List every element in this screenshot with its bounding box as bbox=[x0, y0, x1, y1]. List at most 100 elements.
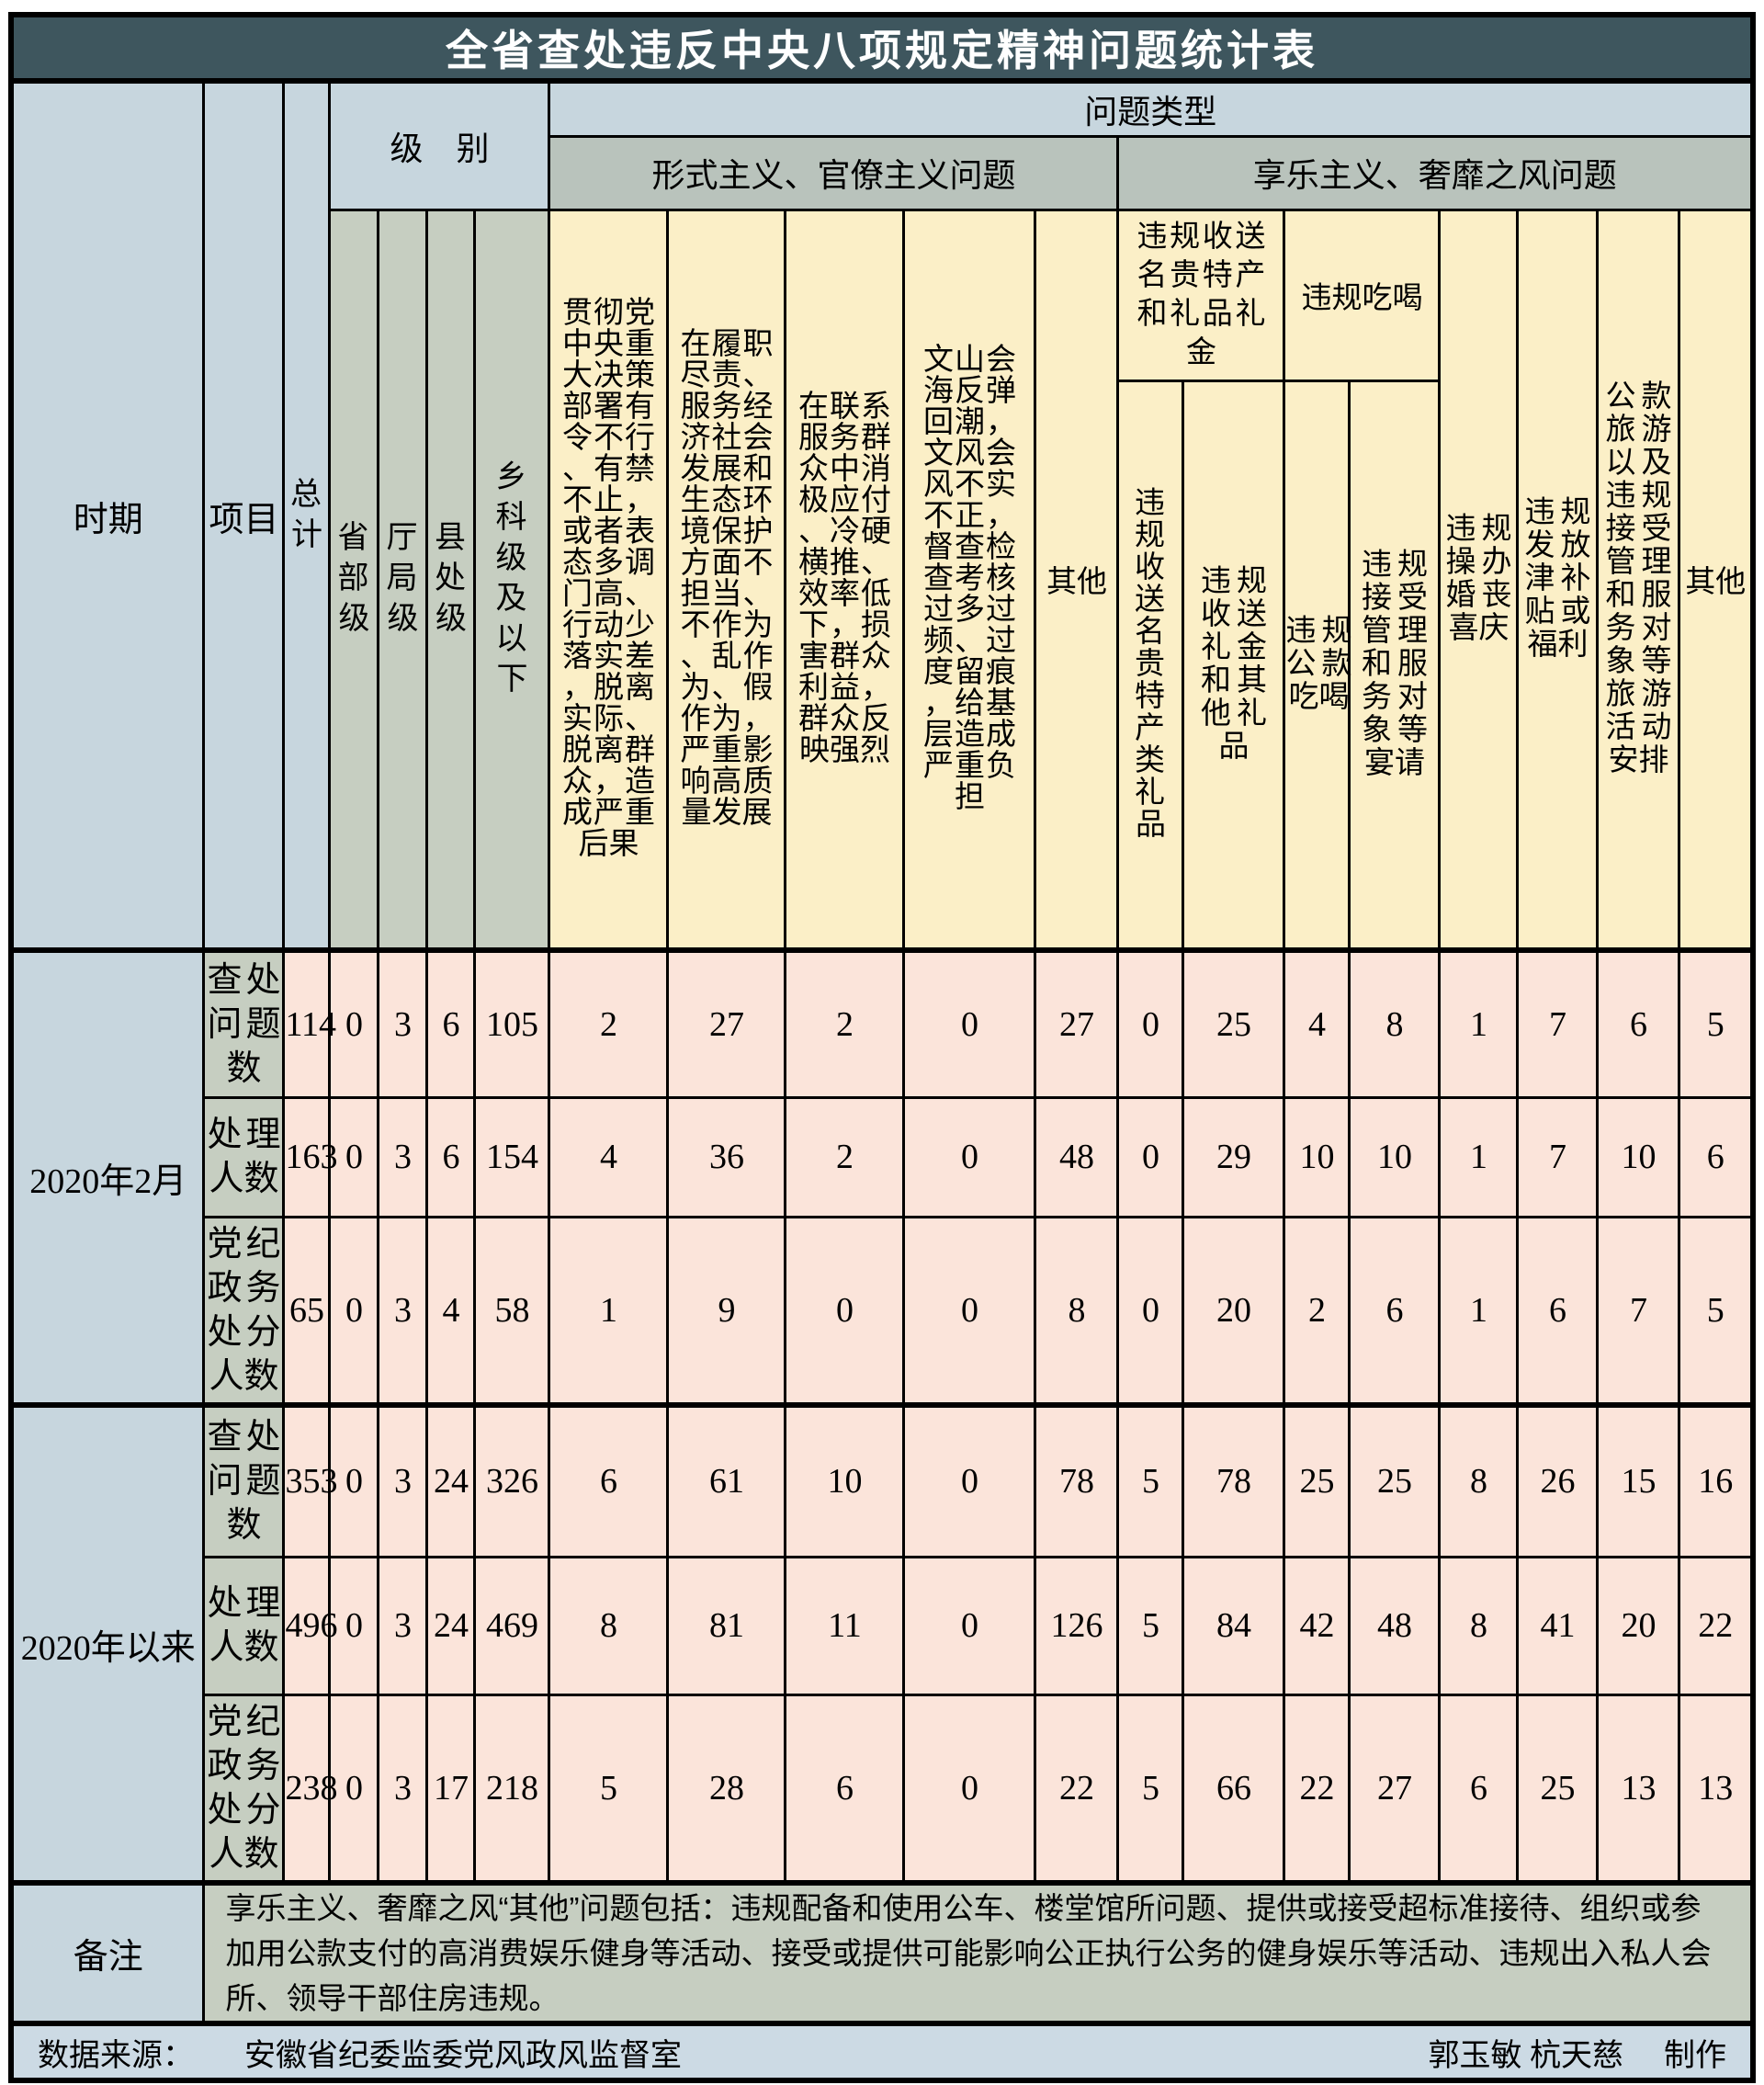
item-label-cell: 处理人数 bbox=[202, 1555, 286, 1696]
footer-band: 数据来源： 安徽省纪委监委党风政风监督室 郭玉敏 杭天慈 制作 bbox=[9, 2021, 1755, 2082]
footer-source-value: 安徽省纪委监委党风政风监督室 bbox=[243, 2038, 682, 2073]
data-cell: 13 bbox=[1596, 1693, 1681, 1885]
footer-source: 数据来源： 安徽省纪委监委党风政风监督室 bbox=[38, 2030, 682, 2075]
data-cell: 8 bbox=[1438, 1402, 1520, 1558]
data-cell: 0 bbox=[1116, 1215, 1185, 1407]
data-cell: 78 bbox=[1034, 1402, 1120, 1558]
footer-credit-names: 郭玉敏 杭天慈 bbox=[1428, 2038, 1624, 2073]
problem-col-header: 违规公款吃喝 bbox=[1283, 379, 1352, 952]
data-cell: 20 bbox=[1596, 1555, 1681, 1696]
data-cell: 0 bbox=[328, 1215, 380, 1407]
item-label-text: 处理人数 bbox=[207, 1584, 281, 1667]
data-cell: 15 bbox=[1596, 1402, 1681, 1558]
data-cell: 8 bbox=[1438, 1555, 1520, 1696]
item-label-cell: 查处问题数 bbox=[202, 1402, 286, 1558]
data-cell: 0 bbox=[328, 1555, 380, 1696]
item-label-text: 党纪政务处分人数 bbox=[207, 1702, 281, 1874]
level-col-header-text: 厅局级 bbox=[386, 521, 419, 637]
data-cell: 7 bbox=[1516, 947, 1600, 1099]
data-cell: 25 bbox=[1516, 1693, 1600, 1885]
problem-col-header-text: 贯彻党中央重大决策部署有令不行、有禁不止，或者表态多调门高、行动少落实差，脱离实… bbox=[561, 297, 655, 862]
group-header-gifts-text: 违规收送名贵特产和礼品礼金 bbox=[1136, 221, 1266, 369]
data-cell: 0 bbox=[902, 1693, 1037, 1885]
item-label-text: 查处问题数 bbox=[207, 1418, 281, 1546]
data-cell: 78 bbox=[1182, 1402, 1286, 1558]
col-header-level-group: 级 别 bbox=[328, 78, 551, 211]
problem-col-header-text: 违规公款吃喝 bbox=[1285, 615, 1352, 715]
data-cell: 27 bbox=[1348, 1693, 1442, 1885]
data-cell: 1 bbox=[1438, 1095, 1520, 1218]
data-cell: 3 bbox=[377, 1215, 429, 1407]
item-label-text: 党纪政务处分人数 bbox=[207, 1224, 281, 1396]
data-cell: 0 bbox=[328, 1693, 380, 1885]
data-cell: 0 bbox=[328, 1402, 380, 1558]
group-header-gifts: 违规收送名贵特产和礼品礼金 bbox=[1116, 208, 1286, 382]
data-cell: 26 bbox=[1516, 1402, 1600, 1558]
data-cell: 6 bbox=[1596, 947, 1681, 1099]
data-cell: 126 bbox=[1034, 1555, 1120, 1696]
problem-col-header: 违规收送名贵特产类礼品 bbox=[1116, 379, 1185, 952]
problem-col-header-text: 在履职尽责、服务经济社会发展和生态环境保护方面不担当、不作为、乱作为、假作为，严… bbox=[680, 328, 774, 831]
problem-col-header-text: 其他 bbox=[1046, 566, 1107, 600]
col-header-total-text: 总计 bbox=[289, 478, 322, 552]
data-cell: 11 bbox=[784, 1555, 906, 1696]
data-cell: 0 bbox=[328, 1095, 380, 1218]
data-cell: 48 bbox=[1348, 1555, 1442, 1696]
data-cell: 6 bbox=[425, 1095, 477, 1218]
footer-credit-suffix: 制作 bbox=[1664, 2038, 1727, 2073]
data-cell: 10 bbox=[1283, 1095, 1351, 1218]
group-header-dining: 违规吃喝 bbox=[1283, 208, 1442, 382]
data-cell: 3 bbox=[377, 1095, 429, 1218]
problem-col-header: 违规收送礼金和其他礼品 bbox=[1182, 379, 1286, 952]
data-cell: 13 bbox=[1678, 1693, 1755, 1885]
data-cell: 2 bbox=[548, 947, 670, 1099]
data-cell: 7 bbox=[1596, 1215, 1681, 1407]
data-cell: 27 bbox=[666, 947, 787, 1099]
data-cell: 8 bbox=[1348, 947, 1442, 1099]
data-cell: 10 bbox=[1596, 1095, 1681, 1218]
data-cell: 20 bbox=[1182, 1215, 1286, 1407]
statistics-table: 全省查处违反中央八项规定精神问题统计表 时期 项目 总计 级 别 问题类型 形式… bbox=[7, 12, 1757, 2083]
data-cell: 5 bbox=[1116, 1555, 1185, 1696]
problem-col-header-text: 其他 bbox=[1685, 566, 1747, 600]
problem-col-header-text: 违规收送名贵特产类礼品 bbox=[1134, 486, 1166, 842]
data-cell: 58 bbox=[473, 1215, 551, 1407]
level-col-header-text: 省部级 bbox=[337, 521, 370, 637]
data-cell: 3 bbox=[377, 947, 429, 1099]
data-cell: 0 bbox=[1116, 1095, 1185, 1218]
data-cell: 0 bbox=[902, 947, 1037, 1099]
data-cell: 41 bbox=[1516, 1555, 1600, 1696]
band-formalism-text: 形式主义、官僚主义问题 bbox=[651, 156, 1016, 194]
data-cell: 3 bbox=[377, 1402, 429, 1558]
data-cell: 6 bbox=[548, 1402, 670, 1558]
data-cell: 3 bbox=[377, 1555, 429, 1696]
data-cell: 25 bbox=[1283, 1402, 1351, 1558]
data-cell: 0 bbox=[902, 1215, 1037, 1407]
col-header-problem-type-text: 问题类型 bbox=[1084, 92, 1217, 130]
problem-col-header: 违规接受管理和服务对象等宴请 bbox=[1348, 379, 1442, 952]
data-cell: 4 bbox=[1283, 947, 1351, 1099]
footer-source-label: 数据来源： bbox=[37, 2038, 194, 2073]
data-cell: 22 bbox=[1034, 1693, 1120, 1885]
col-header-period-text: 时期 bbox=[73, 500, 143, 539]
data-cell: 61 bbox=[666, 1402, 787, 1558]
level-col-header: 县处级 bbox=[425, 208, 477, 952]
data-cell: 2 bbox=[784, 947, 906, 1099]
table-title-cell: 全省查处违反中央八项规定精神问题统计表 bbox=[9, 13, 1755, 83]
data-cell: 469 bbox=[473, 1555, 551, 1696]
data-cell: 4 bbox=[425, 1215, 477, 1407]
item-label-cell: 党纪政务处分人数 bbox=[202, 1215, 286, 1407]
item-label-text: 查处问题数 bbox=[207, 960, 281, 1088]
data-cell: 81 bbox=[666, 1555, 787, 1696]
col-header-item-text: 项目 bbox=[209, 500, 279, 539]
problem-col-header-text: 违规收送礼金和其他礼品 bbox=[1200, 565, 1267, 765]
level-col-header: 省部级 bbox=[328, 208, 380, 952]
data-cell: 7 bbox=[1516, 1095, 1600, 1218]
data-cell: 218 bbox=[473, 1693, 551, 1885]
data-cell: 6 bbox=[425, 947, 477, 1099]
item-label-text: 处理人数 bbox=[207, 1116, 281, 1198]
item-label-cell: 处理人数 bbox=[202, 1095, 286, 1218]
problem-col-header: 违规操办婚丧喜庆 bbox=[1438, 208, 1520, 952]
data-cell: 2 bbox=[784, 1095, 906, 1218]
period-cell: 2020年2月 bbox=[9, 947, 206, 1407]
